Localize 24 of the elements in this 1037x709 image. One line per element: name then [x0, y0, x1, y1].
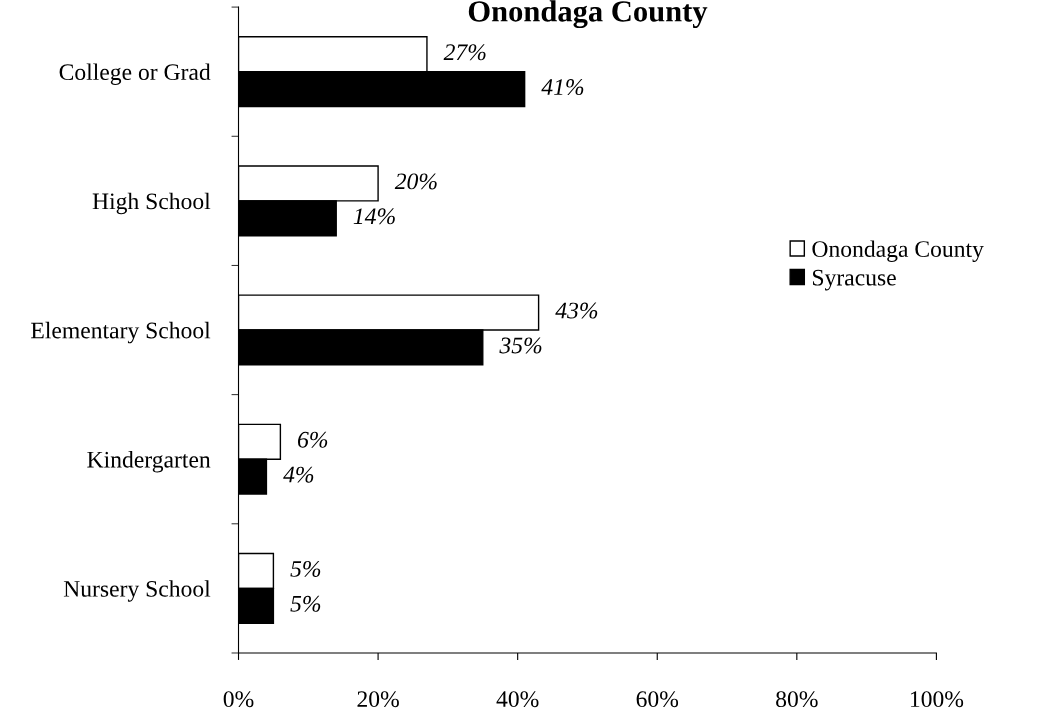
data-label: 43% — [555, 302, 598, 319]
x-tick-label: 0% — [223, 691, 254, 708]
x-tick-label: 100% — [910, 691, 964, 708]
y-tick-label: High School — [92, 192, 211, 215]
legend-label: Onondaga County — [812, 240, 984, 262]
data-label: 4% — [283, 466, 314, 483]
x-tick-label: 60% — [636, 691, 679, 708]
data-label: 27% — [443, 44, 486, 61]
x-tick-label: 40% — [496, 691, 539, 708]
data-label: 14% — [353, 208, 395, 225]
y-tick-label: College or Grad — [59, 63, 211, 85]
legend-label: Syracuse — [812, 269, 896, 291]
x-tick-label: 20% — [357, 691, 399, 708]
y-tick-label: Elementary School — [31, 321, 211, 344]
data-label: 20% — [394, 173, 437, 190]
y-tick-label: Nursery School — [63, 580, 211, 602]
x-tick-label: 80% — [776, 691, 818, 708]
data-label: 5% — [290, 595, 321, 612]
y-tick-label: Kindergarten — [87, 451, 211, 473]
data-label: 35% — [499, 337, 542, 354]
data-label: 6% — [298, 431, 328, 448]
chart-title: Onondaga County — [468, 0, 708, 29]
data-label: 5% — [290, 560, 321, 577]
data-label: 41% — [541, 79, 584, 96]
